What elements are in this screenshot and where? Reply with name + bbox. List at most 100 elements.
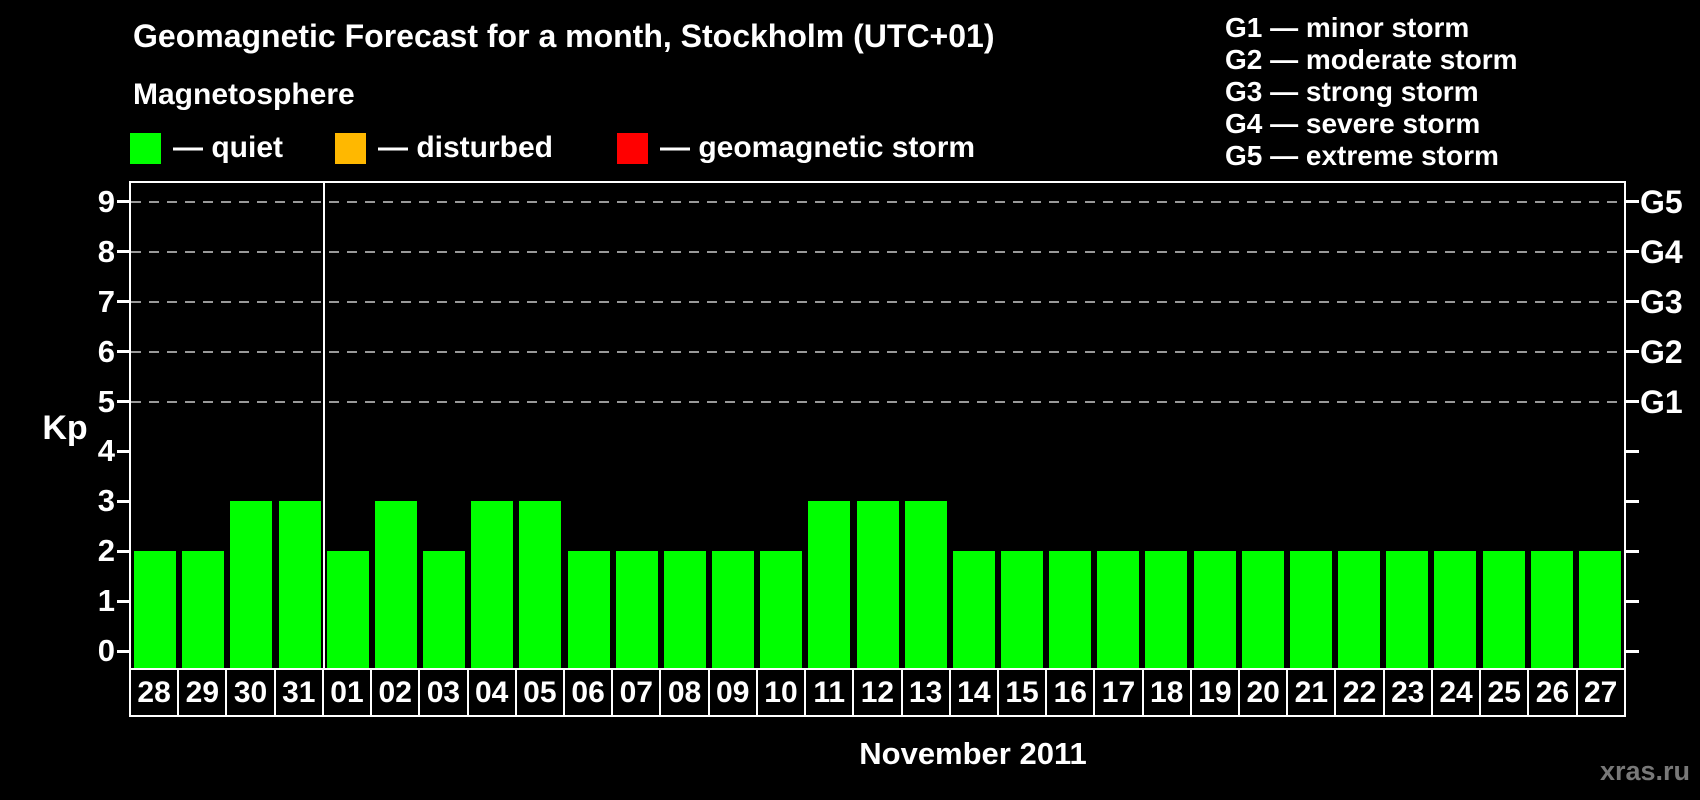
bar-day-05 — [519, 501, 562, 668]
bar-day-04 — [471, 501, 514, 668]
legend-item-disturbed: — disturbed — [335, 131, 553, 165]
day-label-01: 01 — [324, 670, 373, 715]
y-axis-label-7: 7 — [97, 283, 115, 319]
day-label-03: 03 — [420, 670, 469, 715]
day-label-13: 13 — [903, 670, 951, 715]
storm-scale-line-g3: G3 — strong storm — [1225, 76, 1479, 107]
day-label-09: 09 — [710, 670, 758, 715]
bar-day-29 — [182, 551, 225, 668]
bar-day-11 — [808, 501, 851, 668]
day-label-row: 28 29 30 31 01 02 03 04 05 06 07 08 09 10 11 12 13 14 15 16… — [129, 668, 1626, 717]
y-axis-label-9: 9 — [97, 183, 115, 219]
y-tick-right-2 — [1626, 549, 1639, 553]
day-label-11: 11 — [806, 670, 855, 715]
right-axis-label-g1: G1 — [1640, 383, 1683, 420]
day-label-27: 27 — [1583, 676, 1618, 709]
gridline-kp9 — [131, 200, 1624, 203]
y-tick-right-9 — [1626, 200, 1639, 204]
bar-day-17 — [1097, 551, 1140, 668]
bar-day-03 — [423, 551, 466, 668]
bar-day-06 — [567, 551, 610, 668]
x-axis-title: November 2011 — [859, 736, 1087, 771]
day-label-02: 02 — [372, 670, 421, 715]
day-label-30: 30 — [227, 670, 276, 715]
day-label-29: 29 — [179, 670, 228, 715]
bar-day-21 — [1289, 551, 1332, 668]
legend-item-label: — quiet — [173, 131, 283, 164]
gridline-kp5 — [131, 400, 1624, 403]
gridline-kp6 — [131, 350, 1624, 353]
bar-day-10 — [760, 551, 803, 668]
geomagnetic-storm-swatch-icon — [617, 132, 648, 164]
y-axis-label-2: 2 — [97, 533, 115, 569]
quiet-swatch-icon — [130, 132, 161, 164]
gridline-kp7 — [131, 300, 1624, 303]
y-axis-label-0: 0 — [97, 633, 115, 668]
bar-day-12 — [856, 501, 899, 668]
storm-scale-line-g1: G1 — minor storm — [1225, 12, 1470, 43]
bar-day-25 — [1482, 551, 1525, 668]
day-label-15: 15 — [999, 670, 1048, 715]
y-axis-title: Kp — [42, 409, 88, 447]
bar-day-30 — [230, 501, 273, 668]
day-label-19: 19 — [1192, 670, 1241, 715]
plot-area — [129, 181, 1626, 668]
day-label-07: 07 — [613, 670, 662, 715]
legend-item-geomagnetic-storm: — geomagnetic storm — [617, 131, 975, 165]
chart-title: Geomagnetic Forecast for a month, Stockh… — [133, 18, 995, 54]
day-label-12: 12 — [854, 670, 903, 715]
day-label-18: 18 — [1144, 670, 1192, 715]
day-label-14: 14 — [951, 670, 999, 715]
bar-day-08 — [663, 551, 706, 668]
bar-day-22 — [1338, 551, 1381, 668]
day-label-21: 21 — [1288, 670, 1337, 715]
bar-day-23 — [1386, 551, 1429, 668]
y-tick-right-1 — [1626, 599, 1639, 603]
day-label-10: 10 — [758, 670, 807, 715]
right-axis-label-g2: G2 — [1640, 333, 1683, 370]
day-label-24: 24 — [1433, 670, 1482, 715]
y-axis-label-3: 3 — [97, 483, 115, 519]
y-tick-right-8 — [1626, 250, 1639, 254]
bar-day-20 — [1241, 551, 1284, 668]
bar-day-14 — [952, 551, 995, 668]
storm-scale-line-g2: G2 — moderate storm — [1225, 44, 1518, 75]
right-axis-label-g3: G3 — [1640, 283, 1683, 320]
right-axis-label-g5: G5 — [1640, 183, 1683, 220]
day-label-08: 08 — [661, 670, 710, 715]
storm-scale-legend: G1 — minor storm G2 — moderate storm G3 — … — [1225, 12, 1518, 172]
y-tick-right-4 — [1626, 449, 1639, 453]
day-label-22: 22 — [1336, 670, 1385, 715]
y-axis-label-6: 6 — [97, 333, 115, 369]
bar-day-31 — [278, 501, 321, 668]
storm-scale-line-g4: G4 — severe storm — [1225, 108, 1481, 139]
legend-item-label: — geomagnetic storm — [660, 131, 976, 164]
y-axis-label-8: 8 — [97, 233, 115, 269]
storm-scale-line-g5: G5 — extreme storm — [1225, 140, 1499, 171]
day-label-31: 31 — [276, 670, 324, 715]
day-label-06: 06 — [565, 670, 614, 715]
month-divider — [322, 183, 325, 668]
watermark: xras.ru — [1599, 756, 1690, 786]
gridline-kp8 — [131, 250, 1624, 253]
day-label-26: 26 — [1529, 670, 1578, 715]
bar-day-02 — [374, 501, 417, 668]
day-label-05: 05 — [517, 670, 565, 715]
day-label-20: 20 — [1240, 670, 1289, 715]
y-axis-label-1: 1 — [97, 583, 115, 619]
bar-day-07 — [615, 551, 658, 668]
day-label-23: 23 — [1385, 670, 1433, 715]
y-tick-right-3 — [1626, 499, 1639, 503]
bar-day-26 — [1530, 551, 1573, 668]
y-tick-right-5 — [1626, 400, 1639, 403]
bar-day-19 — [1193, 551, 1236, 668]
bar-day-18 — [1145, 551, 1188, 668]
day-label-25: 25 — [1481, 670, 1530, 715]
bar-day-01 — [326, 551, 369, 668]
y-tick-right-0 — [1626, 649, 1639, 653]
right-axis-label-g4: G4 — [1640, 233, 1683, 270]
day-label-17: 17 — [1095, 670, 1144, 715]
bar-day-09 — [712, 551, 755, 668]
bar-day-15 — [1000, 551, 1043, 668]
